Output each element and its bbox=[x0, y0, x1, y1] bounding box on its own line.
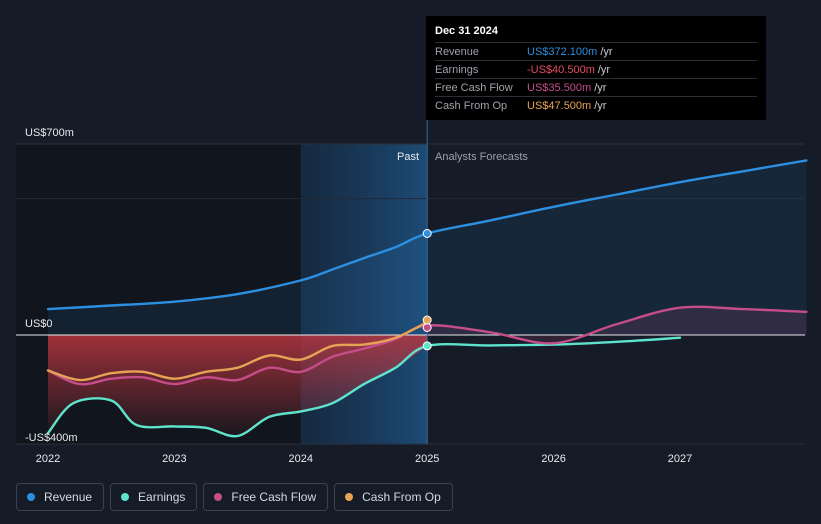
fcf-dot-icon bbox=[214, 493, 223, 501]
revenue-line bbox=[46, 159, 808, 311]
forecast-label: Analysts Forecasts bbox=[435, 151, 528, 163]
x-tick-label: 2024 bbox=[289, 453, 313, 465]
legend-label: Cash From Op bbox=[362, 490, 441, 504]
y-tick-label: US$700m bbox=[25, 127, 74, 139]
legend: Revenue Earnings Free Cash Flow Cash Fro… bbox=[16, 483, 453, 511]
tooltip-label: Free Cash Flow bbox=[435, 81, 513, 94]
tooltip-value: -US$40.500m bbox=[527, 63, 595, 76]
cfo-dot-icon bbox=[345, 493, 354, 501]
tooltip-value: US$372.100m bbox=[527, 45, 598, 58]
legend-label: Free Cash Flow bbox=[231, 490, 317, 504]
x-tick-label: 2027 bbox=[668, 453, 692, 465]
series-markers bbox=[422, 228, 432, 351]
gridlines bbox=[16, 143, 805, 445]
y-tick-label: US$0 bbox=[25, 318, 53, 330]
tooltip-row-fcf: Free Cash Flow US$35.500m /yr bbox=[435, 78, 757, 96]
x-tick-label: 2026 bbox=[541, 453, 565, 465]
free-cash-flow-line bbox=[46, 305, 808, 386]
earnings-negative-area bbox=[48, 335, 428, 437]
tooltip-unit: /yr bbox=[594, 81, 607, 94]
tooltip: Dec 31 2024 Revenue US$372.100m /yr Earn… bbox=[426, 16, 766, 120]
tooltip-row-cfo: Cash From Op US$47.500m /yr bbox=[435, 96, 757, 114]
revenue-marker bbox=[422, 228, 432, 238]
past-label: Past bbox=[397, 151, 419, 163]
legend-item-cfo[interactable]: Cash From Op bbox=[334, 483, 453, 511]
tooltip-label: Revenue bbox=[435, 45, 480, 58]
legend-item-revenue[interactable]: Revenue bbox=[16, 483, 105, 511]
legend-item-fcf[interactable]: Free Cash Flow bbox=[203, 483, 329, 511]
tooltip-unit: /yr bbox=[594, 99, 607, 112]
revenue-dot-icon bbox=[27, 493, 35, 501]
y-axis: US$700m US$0 -US$400m bbox=[25, 127, 78, 444]
legend-label: Earnings bbox=[138, 490, 186, 504]
earnings-line bbox=[46, 336, 682, 438]
x-tick-label: 2025 bbox=[415, 453, 439, 465]
tooltip-label: Cash From Op bbox=[435, 99, 508, 112]
tooltip-date: Dec 31 2024 bbox=[435, 25, 498, 37]
tooltip-value: US$47.500m bbox=[527, 99, 592, 112]
tooltip-label: Earnings bbox=[435, 63, 479, 76]
x-tick-label: 2022 bbox=[36, 453, 60, 465]
earnings-dot-icon bbox=[121, 493, 130, 501]
free-cash-flow-marker bbox=[422, 322, 432, 332]
legend-label: Revenue bbox=[44, 490, 93, 504]
x-axis: 2022 2023 2024 2025 2026 2027 bbox=[36, 453, 692, 465]
cash-from-op-line bbox=[46, 320, 429, 382]
tooltip-row-earnings: Earnings -US$40.500m /yr bbox=[435, 60, 757, 78]
tooltip-row-revenue: Revenue US$372.100m /yr bbox=[435, 42, 757, 60]
series-lines bbox=[46, 159, 808, 438]
cash-from-op-marker bbox=[422, 315, 432, 325]
tooltip-value: US$35.500m bbox=[527, 81, 592, 94]
tooltip-unit: /yr bbox=[600, 45, 613, 58]
y-tick-label: -US$400m bbox=[25, 432, 78, 444]
tooltip-unit: /yr bbox=[597, 63, 611, 76]
earnings-marker bbox=[422, 341, 432, 351]
legend-item-earnings[interactable]: Earnings bbox=[110, 483, 198, 511]
x-tick-label: 2023 bbox=[162, 453, 186, 465]
